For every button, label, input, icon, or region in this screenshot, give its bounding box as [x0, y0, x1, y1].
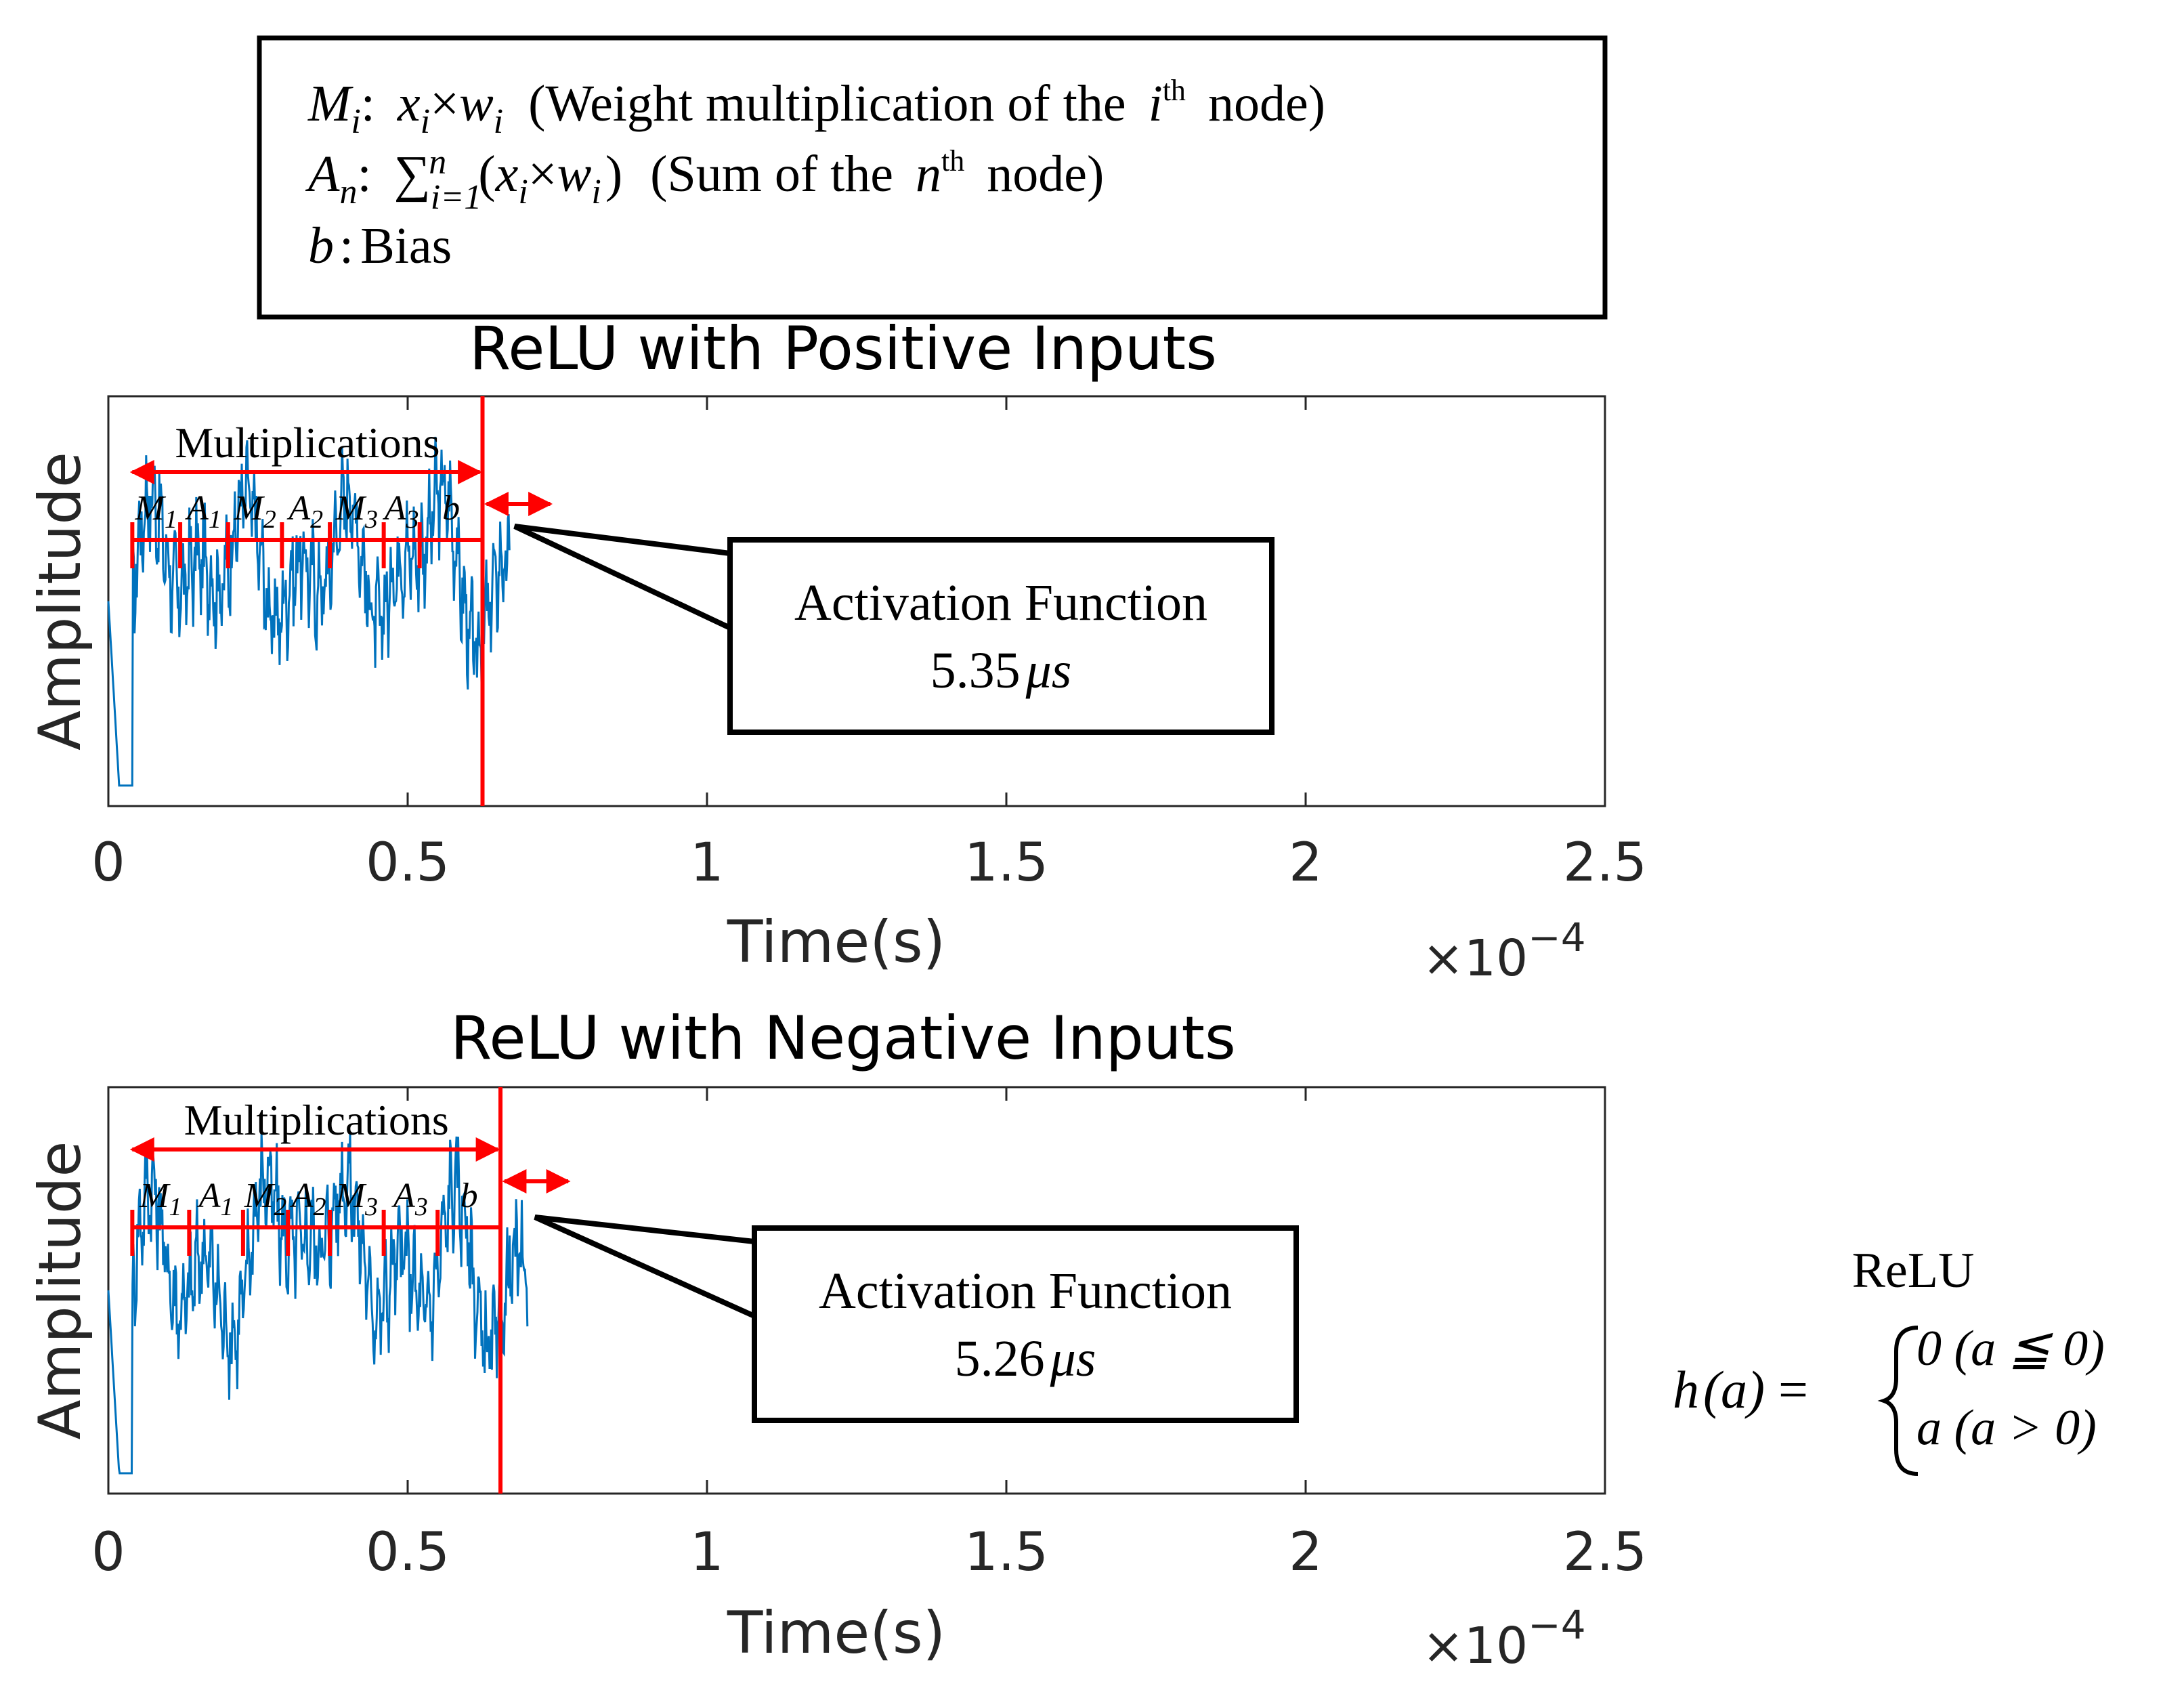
relu-formula-case-2: a (a > 0) — [1917, 1400, 2097, 1456]
x-tick-label: 1.5 — [964, 1522, 1048, 1583]
x-tick-label: 0.5 — [366, 1522, 450, 1583]
legend-line-3: b: Bias — [308, 217, 452, 274]
callout-pointer — [534, 1214, 756, 1319]
x-axis-label: Time(s) — [727, 908, 945, 976]
x-tick-label: 2.5 — [1563, 832, 1647, 893]
multiplications-label: Multiplications — [184, 1096, 449, 1144]
segment-label: A3 — [383, 489, 419, 534]
segment-label: M2 — [233, 489, 276, 534]
x-tick-label: 1 — [690, 1522, 724, 1583]
chart-positive-inputs: ReLU with Positive Inputs 0 0.5 1 1.5 2 2.5 Tim… — [26, 314, 1647, 988]
callout-pointer — [513, 524, 731, 631]
activation-label: Activation Function — [794, 574, 1207, 631]
x-tick-label: 2 — [1289, 1522, 1323, 1583]
x-tick-label: 0 — [91, 1522, 125, 1583]
chart-title: ReLU with Negative Inputs — [450, 1003, 1236, 1073]
legend-box: Mi: xi×wi (Weight multiplication of the … — [257, 35, 1608, 320]
callout-box — [752, 1225, 1299, 1423]
x-tick-label: 2.5 — [1563, 1522, 1647, 1583]
legend-line-1: Mi: xi×wi (Weight multiplication of the … — [307, 55, 1325, 144]
segment-label: M1 — [139, 1177, 181, 1221]
x-tick-label: 0.5 — [366, 832, 450, 893]
activation-time: 5.26 μs — [955, 1330, 1096, 1387]
activation-time: 5.35 μs — [930, 642, 1072, 699]
x-tick-label: 1 — [690, 832, 724, 893]
x-axis-label: Time(s) — [727, 1599, 945, 1667]
y-axis-label: Amplitude — [26, 1141, 94, 1440]
segment-label: M2 — [244, 1177, 286, 1221]
chart-title: ReLU with Positive Inputs — [469, 314, 1217, 383]
x-scale-factor: ×10−4 — [1422, 914, 1586, 988]
multiplications-label: Multiplications — [175, 419, 440, 467]
signal-line — [107, 1133, 529, 1475]
legend-frame — [257, 35, 1608, 320]
chart-negative-inputs: ReLU with Negative Inputs 0 0.5 1 1.5 2 2.5 Tim… — [26, 1003, 1647, 1675]
segment-label: A2 — [286, 489, 323, 534]
relu-formula-brace — [1877, 1326, 1919, 1476]
segment-label: A1 — [197, 1177, 234, 1221]
segment-label: M3 — [335, 1177, 378, 1221]
relu-formula-lhs: h(a) = — [1673, 1360, 1808, 1419]
x-tick-label: 2 — [1289, 832, 1323, 893]
x-tick-label: 1.5 — [964, 832, 1048, 893]
callout-box — [727, 537, 1275, 735]
segment-label: A2 — [290, 1177, 326, 1221]
relu-formula: ReLU h(a) = 0 (a ≦ 0) a (a > 0) — [1673, 1243, 2105, 1476]
legend-line-2: An: ∑i=1n (xi×wi) (Sum of the nth node) — [305, 125, 1104, 217]
segment-label: b — [461, 1177, 478, 1215]
segment-label: A1 — [185, 489, 221, 534]
x-tick-label: 0 — [91, 832, 125, 893]
segment-label: b — [442, 489, 460, 528]
segment-label: M1 — [135, 489, 177, 534]
activation-label: Activation Function — [819, 1263, 1232, 1319]
relu-formula-case-1: 0 (a ≦ 0) — [1917, 1321, 2105, 1376]
segment-label: A3 — [391, 1177, 428, 1221]
segment-label: M3 — [335, 489, 378, 534]
y-axis-label: Amplitude — [26, 452, 94, 751]
relu-formula-title: ReLU — [1852, 1243, 1975, 1298]
x-scale-factor: ×10−4 — [1422, 1602, 1586, 1675]
